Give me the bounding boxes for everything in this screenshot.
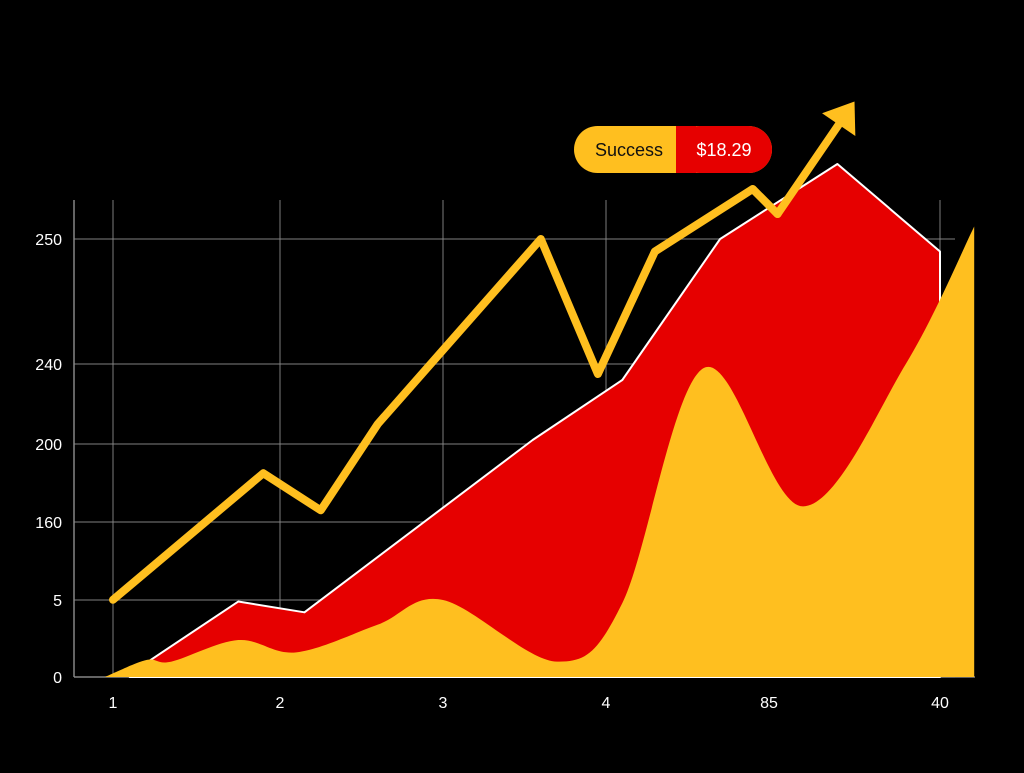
y-tick-label-3: 160 — [35, 515, 62, 532]
x-tick-label-3: 3 — [439, 695, 448, 712]
badge-label: Success — [595, 140, 663, 160]
yellow-line-series — [109, 185, 782, 604]
y-tick-label-5: 240 — [35, 357, 62, 374]
y-tick-label-2: 5 — [53, 593, 62, 610]
yellow-area-series — [104, 226, 975, 677]
x-tick-label-4: 4 — [602, 695, 611, 712]
badge-value: $18.29 — [696, 140, 751, 160]
badge-value-pill-left-cap — [676, 126, 696, 173]
line-layer — [109, 101, 856, 604]
y-tick-label-4: 200 — [35, 437, 62, 454]
x-tick-label-2: 2 — [276, 695, 285, 712]
x-tick-label-5: 85 — [760, 695, 778, 712]
x-tick-label-1: 1 — [109, 695, 118, 712]
success-badge: Success $18.29 — [574, 126, 772, 173]
x-tick-label-6: 40 — [931, 695, 949, 712]
y-tick-label-1: 0 — [53, 670, 62, 687]
badge-value-pill — [676, 126, 772, 173]
y-tick-label-6: 250 — [35, 232, 62, 249]
line-arrow-shaft — [773, 112, 849, 218]
axis-layer: 1 2 3 4 85 40 0 5 160 200 240 250 — [35, 232, 949, 712]
area-layer — [104, 163, 975, 678]
line-arrowhead-icon — [822, 101, 856, 136]
